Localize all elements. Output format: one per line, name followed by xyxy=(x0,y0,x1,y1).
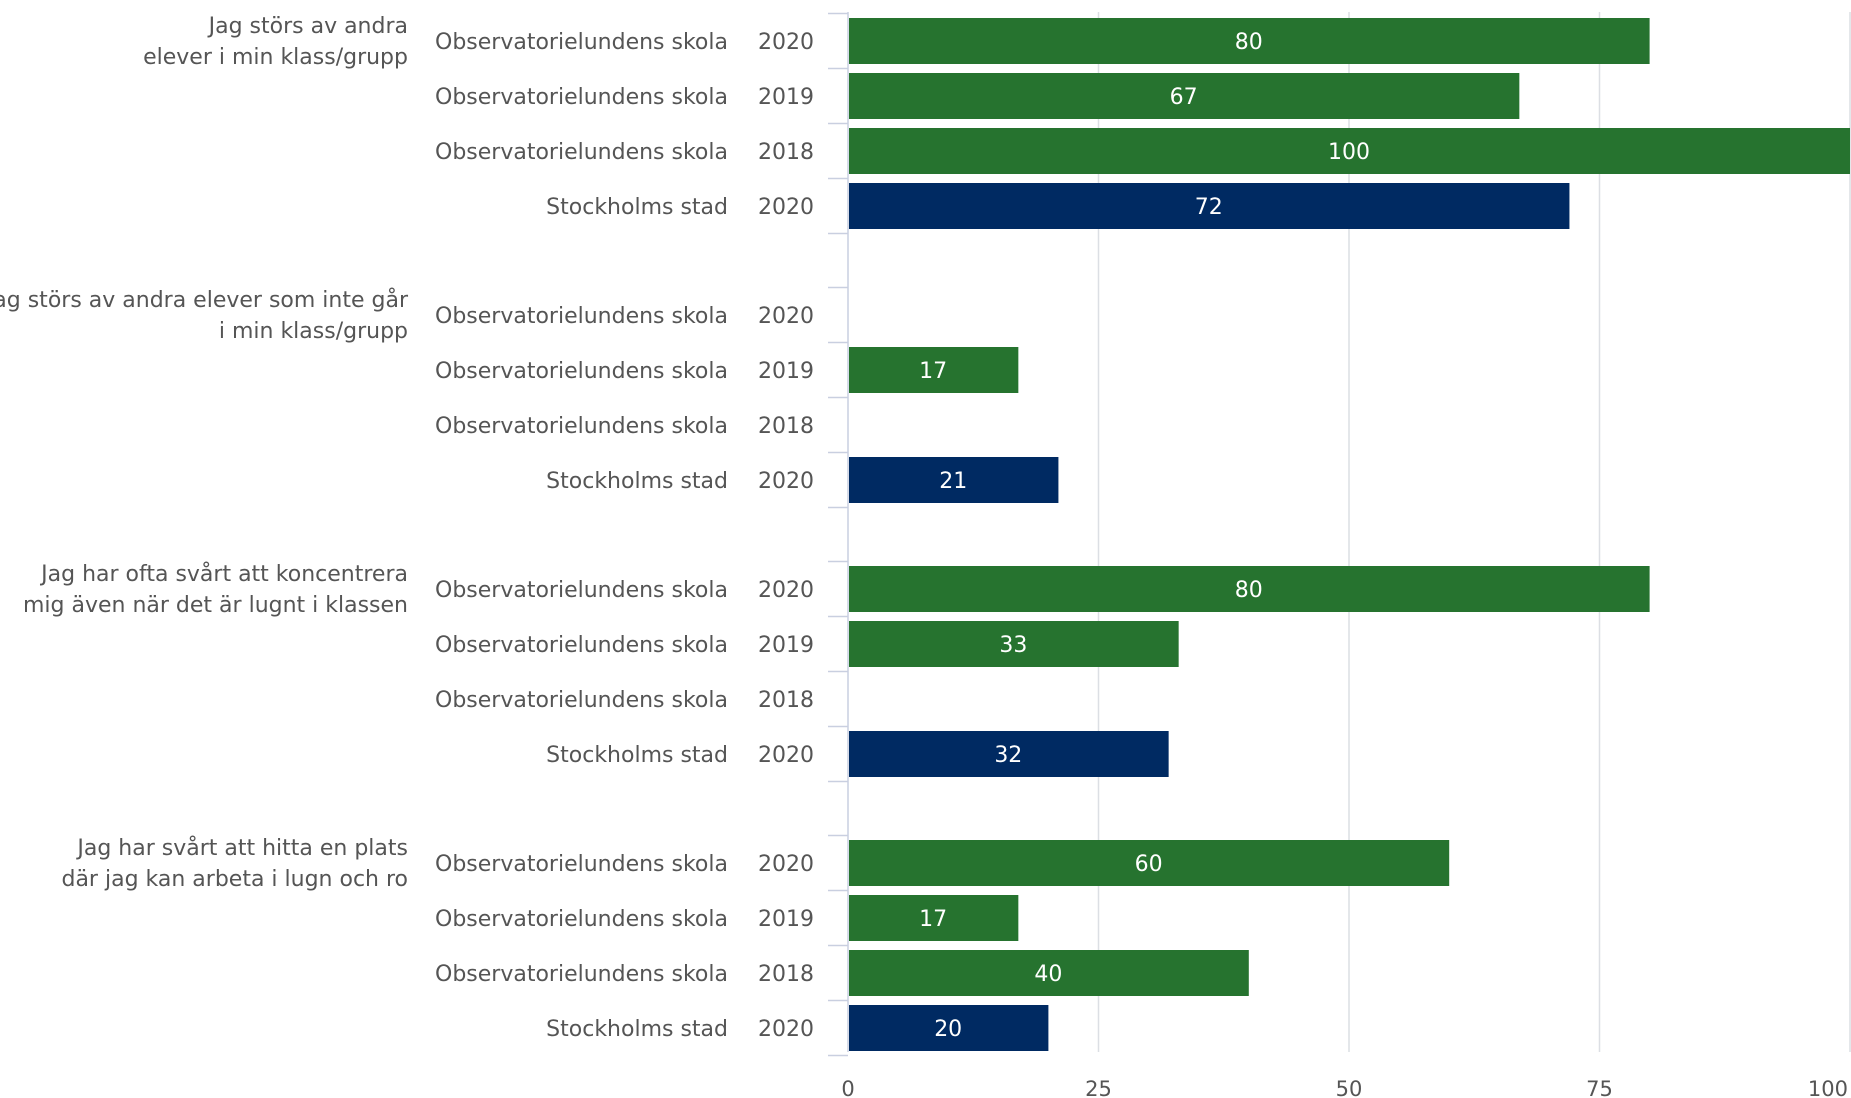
bar xyxy=(849,950,1249,996)
question-label: Jag störs av andra elever som inte går xyxy=(0,287,409,313)
bar-value-label: 20 xyxy=(934,1017,962,1042)
bar xyxy=(849,183,1570,229)
bar xyxy=(849,1005,1049,1051)
bar xyxy=(849,18,1650,64)
year-label: 2018 xyxy=(758,962,814,987)
year-label: 2020 xyxy=(758,578,814,603)
year-label: 2019 xyxy=(758,85,814,110)
question-label: elever i min klass/grupp xyxy=(143,45,408,70)
bar-value-label: 100 xyxy=(1328,140,1370,165)
year-label: 2020 xyxy=(758,30,814,55)
bar xyxy=(849,895,1019,941)
year-label: 2020 xyxy=(758,195,814,220)
question-label: i min klass/grupp xyxy=(219,319,408,344)
entity-label: Observatorielundens skola xyxy=(435,85,728,110)
year-label: 2020 xyxy=(758,852,814,877)
labels: Jag störs av andra elever i min klass/gru… xyxy=(0,14,814,1042)
bar-value-label: 80 xyxy=(1235,30,1263,55)
year-label: 2019 xyxy=(758,359,814,384)
x-tick-label: 100 xyxy=(1808,1077,1848,1098)
question-label: Jag har ofta svårt att koncentrera xyxy=(39,561,408,587)
bar-value-label: 72 xyxy=(1195,195,1223,220)
x-tick-label: 0 xyxy=(841,1077,854,1098)
year-label: 2020 xyxy=(758,469,814,494)
entity-label: Observatorielundens skola xyxy=(435,688,728,713)
bar-value-label: 33 xyxy=(999,633,1027,658)
bar xyxy=(849,457,1059,503)
entity-label: Observatorielundens skola xyxy=(435,140,728,165)
bar-value-label: 40 xyxy=(1034,962,1062,987)
question-label: Jag har svårt att hitta en plats xyxy=(75,835,408,861)
year-label: 2018 xyxy=(758,140,814,165)
year-label: 2020 xyxy=(758,1017,814,1042)
question-label: där jag kan arbeta i lugn och ro xyxy=(61,867,408,892)
entity-label: Observatorielundens skola xyxy=(435,578,728,603)
bar xyxy=(849,347,1019,393)
entity-label: Observatorielundens skola xyxy=(435,30,728,55)
year-label: 2018 xyxy=(758,688,814,713)
bar xyxy=(849,731,1169,777)
bar xyxy=(849,566,1650,612)
year-label: 2020 xyxy=(758,304,814,329)
bar xyxy=(849,621,1179,667)
entity-label: Observatorielundens skola xyxy=(435,852,728,877)
entity-label: Observatorielundens skola xyxy=(435,907,728,932)
x-tick-label: 25 xyxy=(1085,1077,1112,1098)
entity-label: Stockholms stad xyxy=(546,195,728,220)
question-label: Jag störs av andra xyxy=(207,14,408,39)
bar xyxy=(849,128,1850,174)
bar-value-label: 67 xyxy=(1170,85,1198,110)
bar xyxy=(849,840,1450,886)
x-tick-label: 75 xyxy=(1586,1077,1613,1098)
entity-label: Observatorielundens skola xyxy=(435,414,728,439)
entity-label: Observatorielundens skola xyxy=(435,304,728,329)
x-tick-label: 50 xyxy=(1336,1077,1363,1098)
year-label: 2018 xyxy=(758,414,814,439)
bar-value-label: 17 xyxy=(919,907,947,932)
question-label: mig även när det är lugnt i klassen xyxy=(23,593,408,618)
entity-label: Observatorielundens skola xyxy=(435,359,728,384)
bars: 80 67 100 72 17 21 80 33 32 60 17 40 20 xyxy=(849,18,1850,1051)
axis: 0 25 50 75 100 xyxy=(828,12,1848,1098)
bar-value-label: 17 xyxy=(919,359,947,384)
entity-label: Observatorielundens skola xyxy=(435,633,728,658)
entity-label: Stockholms stad xyxy=(546,743,728,768)
bar-value-label: 80 xyxy=(1235,578,1263,603)
entity-label: Stockholms stad xyxy=(546,1017,728,1042)
bar-value-label: 60 xyxy=(1135,852,1163,877)
entity-label: Stockholms stad xyxy=(546,469,728,494)
bar-value-label: 21 xyxy=(939,469,967,494)
entity-label: Observatorielundens skola xyxy=(435,962,728,987)
year-label: 2020 xyxy=(758,743,814,768)
bar xyxy=(849,73,1520,119)
year-label: 2019 xyxy=(758,907,814,932)
year-label: 2019 xyxy=(758,633,814,658)
bar-value-label: 32 xyxy=(994,743,1022,768)
